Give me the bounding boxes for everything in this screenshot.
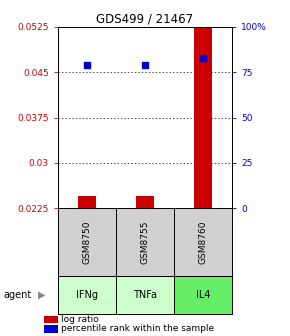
Bar bbox=[58, 276, 116, 314]
Text: GSM8760: GSM8760 bbox=[198, 220, 208, 264]
Text: IL4: IL4 bbox=[196, 290, 210, 300]
Bar bbox=[174, 276, 232, 314]
Bar bbox=[116, 276, 174, 314]
Text: GSM8750: GSM8750 bbox=[82, 220, 92, 264]
Text: agent: agent bbox=[3, 290, 31, 300]
Title: GDS499 / 21467: GDS499 / 21467 bbox=[97, 13, 193, 26]
Text: GSM8755: GSM8755 bbox=[140, 220, 150, 264]
Text: IFNg: IFNg bbox=[76, 290, 98, 300]
Bar bbox=[136, 196, 154, 208]
Text: TNFa: TNFa bbox=[133, 290, 157, 300]
Text: percentile rank within the sample: percentile rank within the sample bbox=[61, 325, 214, 333]
Text: log ratio: log ratio bbox=[61, 315, 99, 324]
Text: ▶: ▶ bbox=[38, 290, 46, 300]
Bar bbox=[78, 196, 96, 208]
Bar bbox=[194, 27, 212, 208]
